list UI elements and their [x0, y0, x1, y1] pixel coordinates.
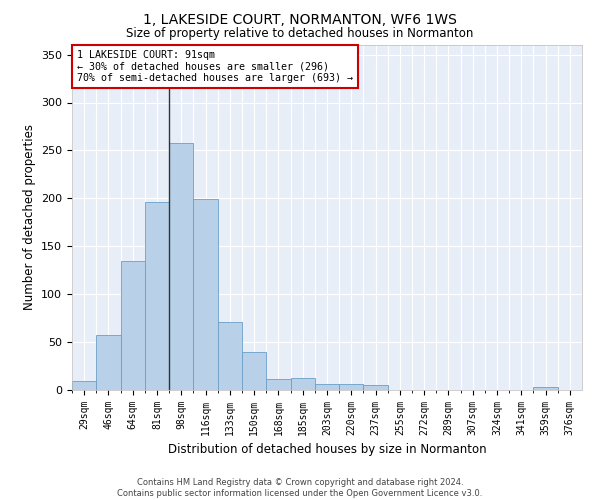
Bar: [242, 352, 266, 390]
Bar: [290, 378, 315, 390]
Bar: [121, 260, 145, 390]
Text: 1 LAKESIDE COURT: 91sqm
← 30% of detached houses are smaller (296)
70% of semi-d: 1 LAKESIDE COURT: 91sqm ← 30% of detache…: [77, 50, 353, 84]
Bar: [169, 143, 193, 390]
Y-axis label: Number of detached properties: Number of detached properties: [23, 124, 35, 310]
Bar: [266, 378, 290, 390]
Bar: [96, 336, 121, 390]
Text: Contains HM Land Registry data © Crown copyright and database right 2024.
Contai: Contains HM Land Registry data © Crown c…: [118, 478, 482, 498]
Text: 1, LAKESIDE COURT, NORMANTON, WF6 1WS: 1, LAKESIDE COURT, NORMANTON, WF6 1WS: [143, 12, 457, 26]
X-axis label: Distribution of detached houses by size in Normanton: Distribution of detached houses by size …: [167, 444, 487, 456]
Bar: [72, 382, 96, 390]
Bar: [364, 385, 388, 390]
Bar: [193, 200, 218, 390]
Bar: [533, 387, 558, 390]
Text: Size of property relative to detached houses in Normanton: Size of property relative to detached ho…: [127, 28, 473, 40]
Bar: [218, 322, 242, 390]
Bar: [339, 384, 364, 390]
Bar: [315, 384, 339, 390]
Bar: [145, 202, 169, 390]
